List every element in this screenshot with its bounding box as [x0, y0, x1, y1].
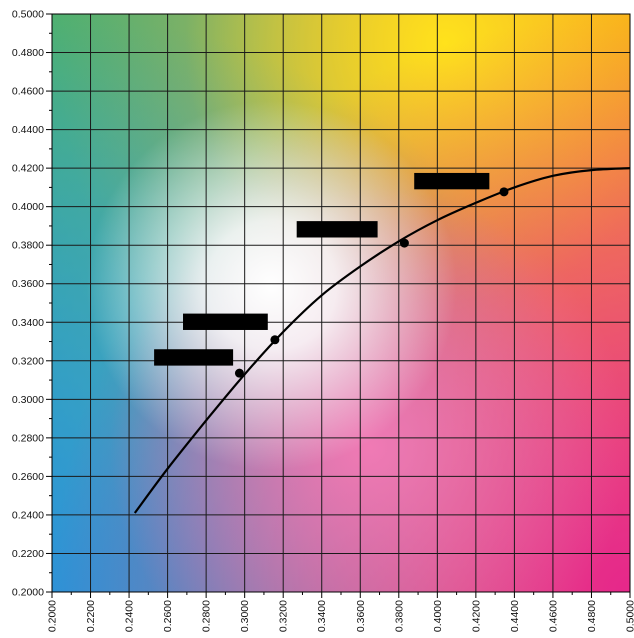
- data-point: [499, 187, 509, 197]
- data-point: [399, 238, 409, 248]
- x-tick-label: 0.4800: [586, 600, 598, 632]
- x-tick-label: 0.3800: [393, 600, 405, 632]
- x-tick-label: 0.2000: [47, 600, 59, 632]
- y-tick-label: 0.2600: [12, 471, 44, 483]
- y-tick-label: 0.4800: [12, 47, 44, 59]
- y-tick-label: 0.3000: [12, 394, 44, 406]
- y-tick-label: 0.3800: [12, 240, 44, 252]
- x-tick-label: 0.4600: [547, 600, 559, 632]
- y-tick-label: 0.4400: [12, 124, 44, 136]
- redacted-label: [414, 172, 490, 190]
- redacted-label: [154, 349, 234, 366]
- curve-series: [133, 167, 630, 514]
- data-points: [234, 187, 509, 378]
- redacted-label: [296, 221, 378, 238]
- x-tick-label: 0.4200: [470, 600, 482, 632]
- x-tick-label: 0.5000: [625, 600, 634, 632]
- y-tick-label: 0.4000: [12, 201, 44, 213]
- y-tick-label: 0.2800: [12, 432, 44, 444]
- x-tick-label: 0.2600: [162, 600, 174, 632]
- x-tick-label: 0.4000: [432, 600, 444, 632]
- axes: 0.2000 0.2200 0.2400 0.2600 0.2800 0.3000 0.32…: [12, 9, 634, 633]
- curve-line: [133, 167, 630, 514]
- x-tick-label: 0.3200: [278, 600, 290, 632]
- x-tick-label: 0.3600: [355, 600, 367, 632]
- y-tick-label: 0.2000: [12, 587, 44, 599]
- x-tick-label: 0.2800: [201, 600, 213, 632]
- data-point: [270, 335, 280, 345]
- y-tick-label: 0.4200: [12, 163, 44, 175]
- color-background: [52, 14, 630, 592]
- x-tick-label: 0.2200: [85, 600, 97, 632]
- y-tick-label: 0.3600: [12, 278, 44, 290]
- x-tick-label: 0.3000: [239, 600, 251, 632]
- x-tick-label: 0.4400: [509, 600, 521, 632]
- y-tick-label: 0.2200: [12, 548, 44, 560]
- data-point: [234, 368, 244, 378]
- plot-frame: [51, 13, 631, 593]
- redacted-labels: [154, 172, 490, 366]
- redacted-label: [183, 313, 268, 330]
- y-tick-label: 0.4600: [12, 86, 44, 98]
- y-tick-label: 0.2400: [12, 509, 44, 521]
- x-tick-label: 0.3400: [316, 600, 328, 632]
- y-tick-label: 0.5000: [12, 9, 44, 21]
- y-tick-label: 0.3400: [12, 317, 44, 329]
- y-tick-label: 0.3200: [12, 355, 44, 367]
- x-tick-label: 0.2400: [124, 600, 136, 632]
